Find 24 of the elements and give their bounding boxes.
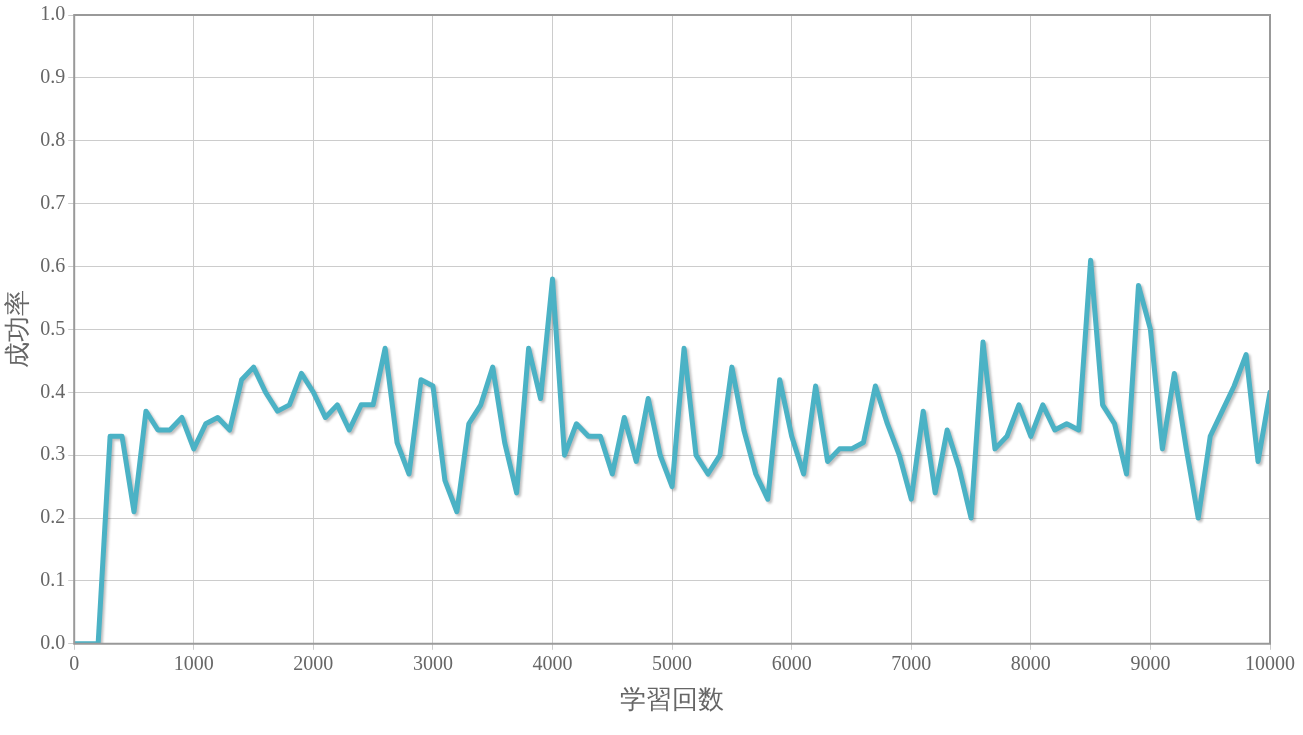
x-tick-label: 5000 xyxy=(652,652,693,675)
x-tick-label: 6000 xyxy=(771,652,812,675)
y-tick-label: 1.0 xyxy=(40,2,66,25)
x-tick-label: 1000 xyxy=(173,652,214,675)
y-tick-label: 0.2 xyxy=(40,505,66,528)
x-tick-label: 0 xyxy=(69,652,80,675)
y-tick-label: 0.9 xyxy=(40,65,66,88)
x-tick-label: 7000 xyxy=(891,652,932,675)
y-tick-label: 0.8 xyxy=(40,128,66,151)
y-tick-label: 0.7 xyxy=(40,190,66,213)
y-tick-label: 0.0 xyxy=(40,631,66,654)
y-tick-label: 0.1 xyxy=(40,568,66,591)
y-tick-label: 0.4 xyxy=(40,379,66,402)
x-tick-label: 8000 xyxy=(1010,652,1051,675)
y-tick-label: 0.3 xyxy=(40,442,66,465)
y-tick-label: 0.6 xyxy=(40,253,66,276)
y-tick-label: 0.5 xyxy=(40,316,66,339)
x-tick-label: 4000 xyxy=(532,652,573,675)
x-tick-label: 10000 xyxy=(1245,652,1295,675)
x-tick-label: 3000 xyxy=(412,652,453,675)
y-axis-title: 成功率 xyxy=(2,290,33,369)
x-axis-title: 学習回数 xyxy=(620,684,725,715)
x-tick-label: 2000 xyxy=(293,652,334,675)
x-tick-label: 9000 xyxy=(1130,652,1171,675)
